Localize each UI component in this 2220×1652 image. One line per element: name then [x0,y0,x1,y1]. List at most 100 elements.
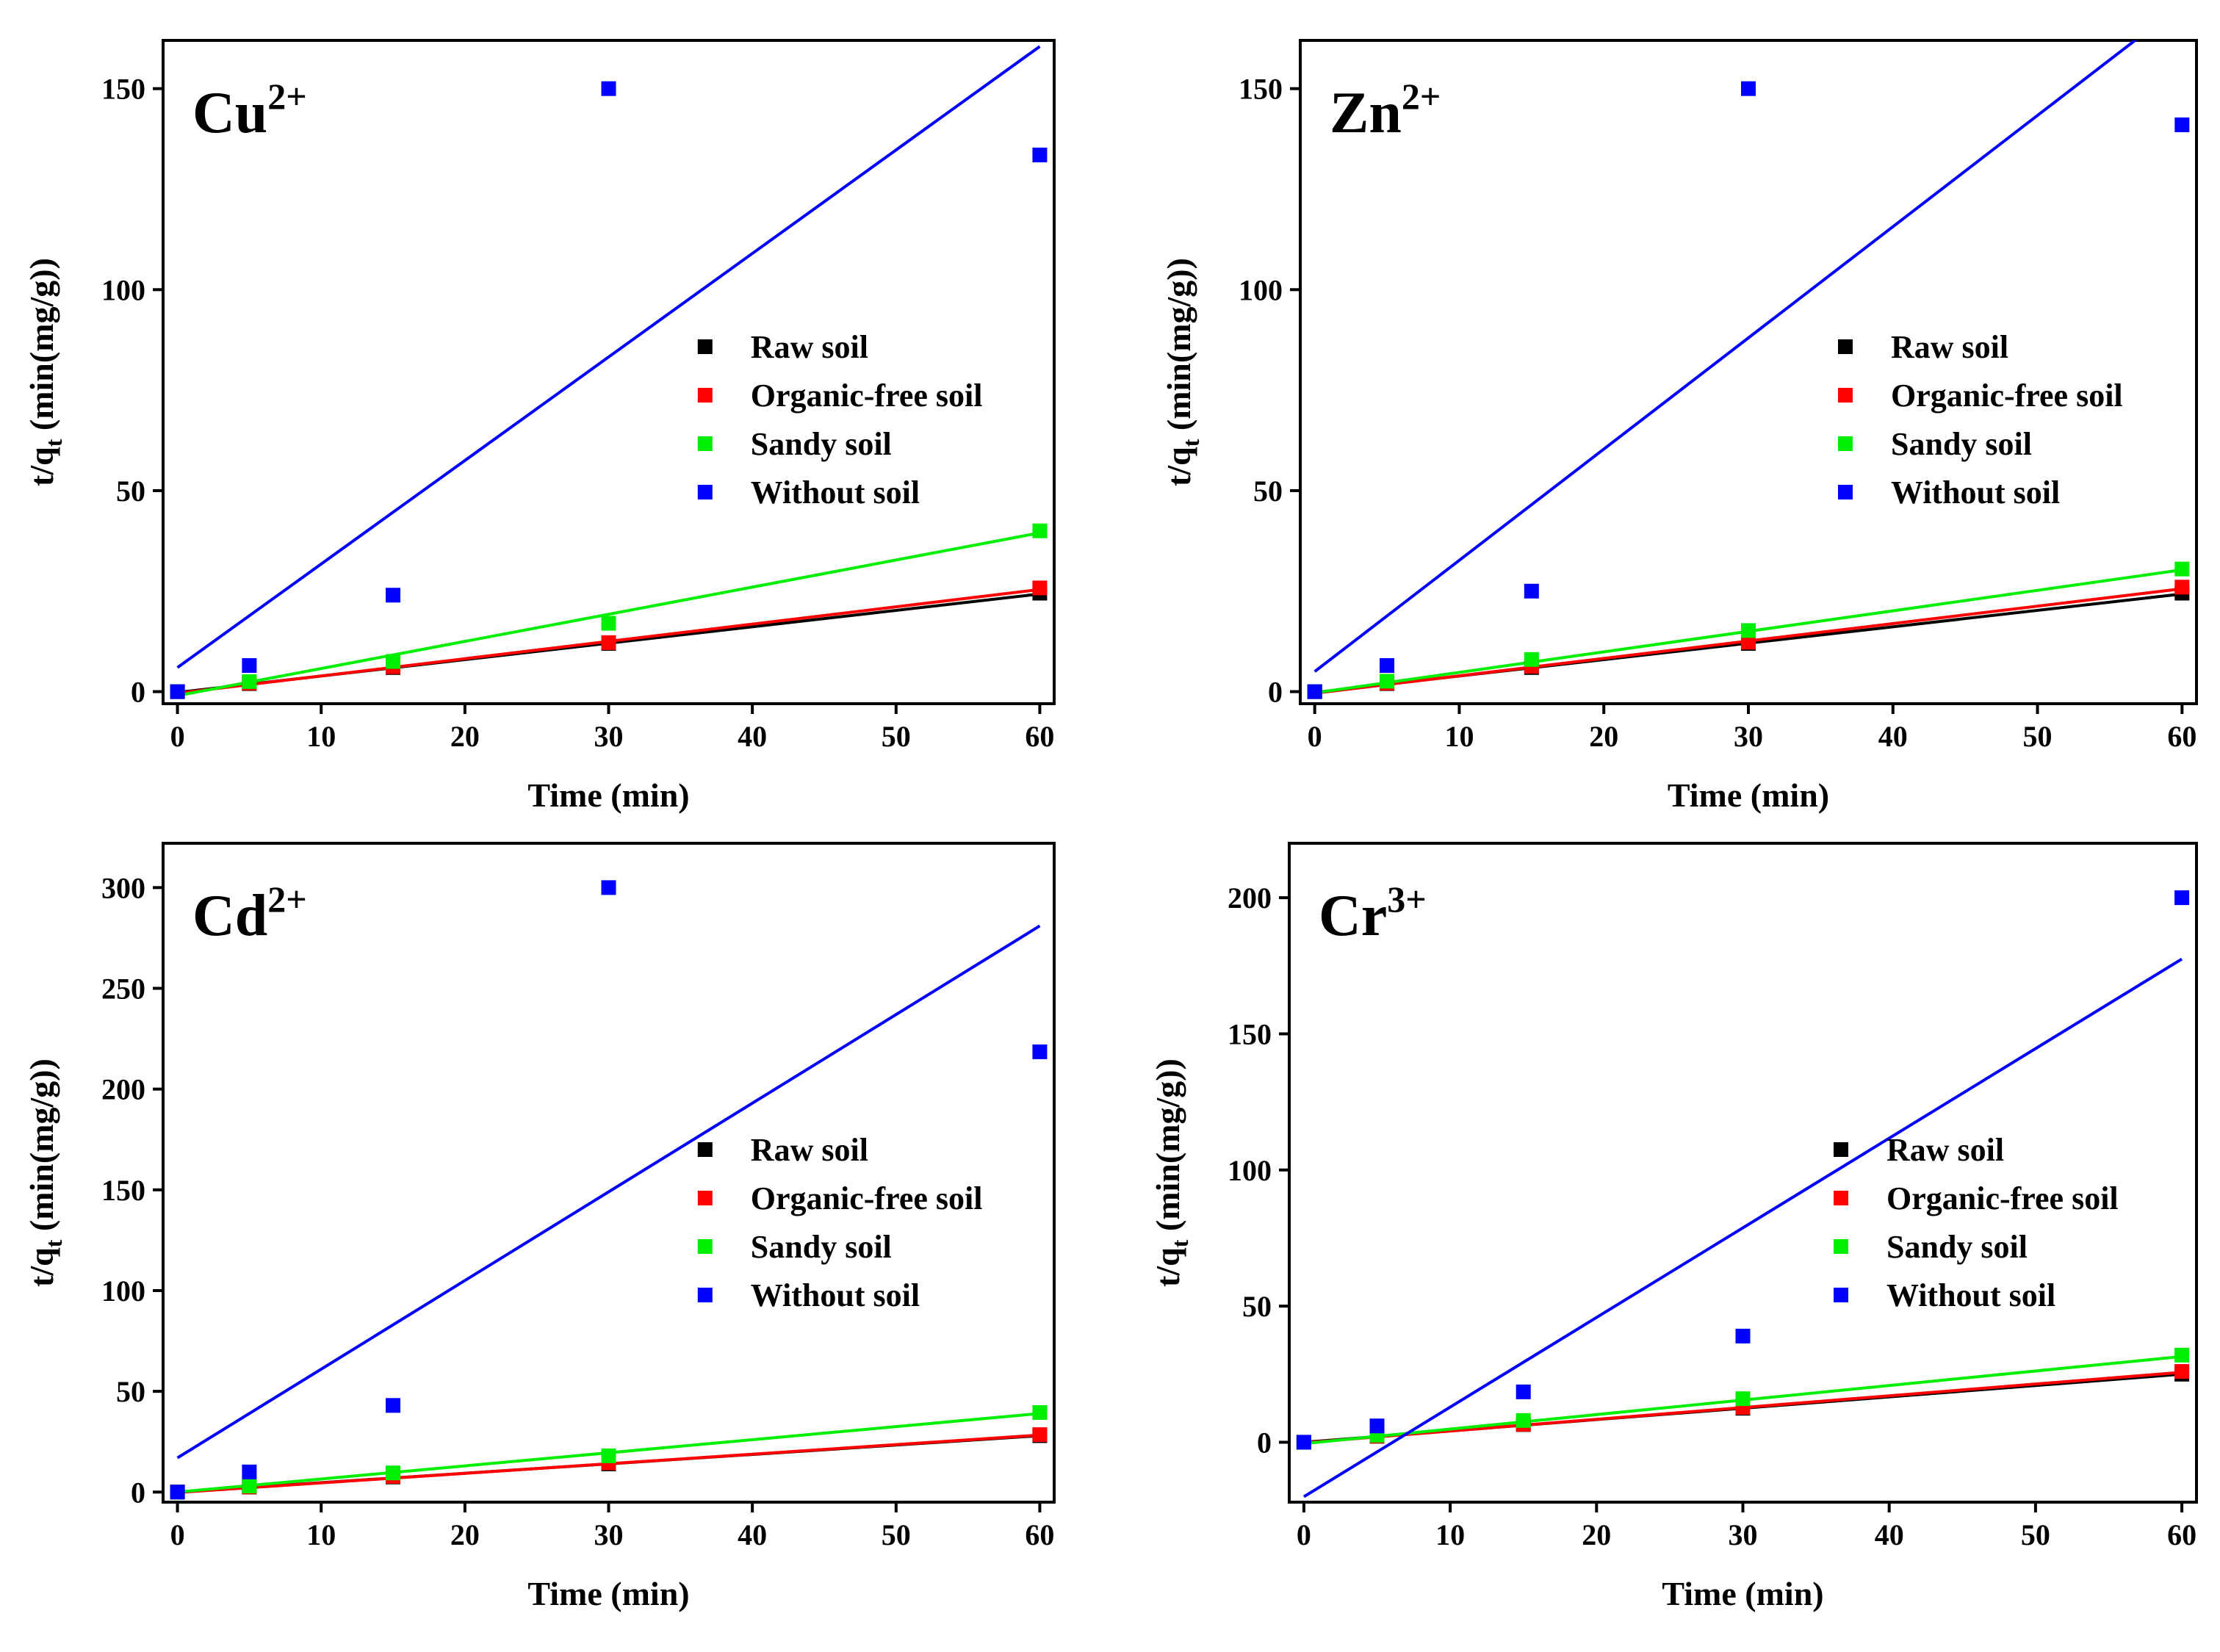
data-point-without-soil [1032,147,1048,162]
x-tick-label: 10 [1444,720,1474,753]
data-point-without-soil [1524,583,1539,599]
x-tick-label: 60 [2167,720,2196,753]
y-tick-label: 50 [116,475,145,508]
data-point-without-soil [2174,117,2190,132]
y-axis-title-main: t/q [1160,447,1197,486]
y-axis-title-subscript: t [1167,1239,1193,1247]
data-points [1296,890,2190,1450]
y-axis-title-subscript: t [1178,439,1204,447]
data-point-without-soil [2174,890,2190,906]
x-tick-label: 50 [2023,720,2053,753]
legend-label: Sandy soil [751,1229,892,1265]
y-tick-label: 150 [101,1174,145,1207]
data-point-without-soil [1296,1435,1311,1450]
legend-label: Raw soil [751,329,868,365]
y-tick-label: 300 [101,871,145,904]
chart-panel-cu: 0 10 20 30 40 50 60 0 50 100 150 Time (min) t/qt (mi… [23,39,1056,814]
chart-panel-cd: 0 10 20 30 40 50 60 0 50 100 150 200 250 300 Time (min… [23,842,1056,1612]
x-tick-label: 0 [170,720,185,753]
x-tick-label: 50 [882,1518,911,1551]
data-point-sandy-soil [242,1479,257,1494]
data-point-organic-free-soil [1741,635,1756,650]
y-tick-label: 50 [1242,1290,1272,1323]
panel-title-charge: 2+ [1402,76,1441,117]
legend-marker [1838,436,1853,451]
legend-marker [697,485,713,499]
legend-label: Raw soil [751,1132,868,1168]
data-point-without-soil [1735,1328,1751,1343]
legend-label: Without soil [1891,475,2060,511]
legend-marker [1834,1191,1848,1205]
legend-marker [1834,1288,1848,1302]
x-tick-label: 60 [2167,1518,2196,1551]
x-tick-label: 0 [1297,1518,1311,1551]
data-point-without-soil [1307,684,1322,699]
legend-marker [697,1288,713,1302]
legend-marker [1838,388,1853,403]
legend-marker [697,1239,713,1254]
chart-panel-zn: 0 10 20 30 40 50 60 0 50 100 150 Time (min) t/qt (mi… [1160,39,2198,814]
data-point-sandy-soil [1032,523,1048,538]
y-axis-title-subscript: t [40,439,67,447]
data-point-sandy-soil [1380,674,1395,689]
x-tick-label: 0 [1308,720,1322,753]
x-axis-title: Time (min) [1662,1575,1823,1612]
data-point-sandy-soil [1516,1413,1531,1428]
data-point-without-soil [386,1398,401,1413]
x-tick-label: 20 [450,1518,480,1551]
y-tick-label: 100 [101,1274,145,1307]
y-tick-label: 50 [116,1375,145,1408]
y-axis-title-subscript: t [40,1239,67,1247]
y-axis-title: t/qt (min(mg/g)) [1160,258,1204,486]
data-point-sandy-soil [386,654,401,669]
panel-title-ion: Cr [1319,884,1387,948]
legend: Raw soil Organic-free soil Sandy soil Witho… [1834,1132,2119,1313]
y-axis-title: t/qt (min(mg/g)) [1149,1058,1193,1287]
panel-title-ion: Zn [1330,81,1402,145]
y-tick-label: 150 [101,73,145,106]
legend-marker [1838,485,1853,499]
y-tick-label: 0 [1257,1426,1272,1459]
legend-label: Raw soil [1891,329,2008,365]
data-point-sandy-soil [601,616,616,631]
panel-title: Cr3+ [1319,879,1427,948]
fit-line-without-soil [1302,957,2183,1498]
x-tick-label: 40 [1875,1518,1904,1551]
fit-line-sandy-soil [177,531,1040,698]
data-points [170,81,1048,699]
y-tick-label: 100 [101,273,145,306]
y-tick-label: 0 [1268,676,1283,709]
legend: Raw soil Organic-free soil Sandy soil Witho… [1838,329,2123,511]
data-point-sandy-soil [1735,1391,1751,1407]
data-point-without-soil [170,1485,185,1500]
data-points [170,880,1048,1500]
x-tick-label: 10 [306,720,336,753]
data-point-sandy-soil [2174,561,2190,577]
legend-label: Organic-free soil [1891,378,2123,414]
legend-label: Without soil [1886,1277,2055,1313]
x-tick-label: 30 [594,1518,624,1551]
data-point-organic-free-soil [2174,1364,2190,1379]
panel-title-ion: Cd [192,884,267,948]
data-point-sandy-soil [2174,1347,2190,1363]
data-point-without-soil [242,658,257,674]
x-tick-label: 30 [594,720,624,753]
panel-title-ion: Cu [192,81,267,145]
legend: Raw soil Organic-free soil Sandy soil Witho… [697,329,983,511]
y-axis-title-unit: (min(mg/g)) [1149,1058,1186,1240]
fit-line-without-soil [176,924,1041,1460]
x-axis-title: Time (min) [1668,776,1829,814]
data-point-sandy-soil [1524,652,1539,667]
y-tick-label: 150 [1228,1017,1272,1050]
legend-label: Organic-free soil [1886,1180,2119,1216]
data-point-without-soil [242,1464,257,1479]
data-point-organic-free-soil [601,635,616,650]
legend-marker [697,339,713,354]
x-tick-label: 40 [738,1518,767,1551]
legend-label: Organic-free soil [751,378,983,414]
y-axis-title-unit: (min(mg/g)) [1160,258,1197,439]
x-tick-label: 60 [1025,1518,1054,1551]
data-point-without-soil [170,684,185,699]
y-axis-title-unit: (min(mg/g)) [23,1058,60,1240]
data-point-without-soil [1369,1418,1385,1434]
